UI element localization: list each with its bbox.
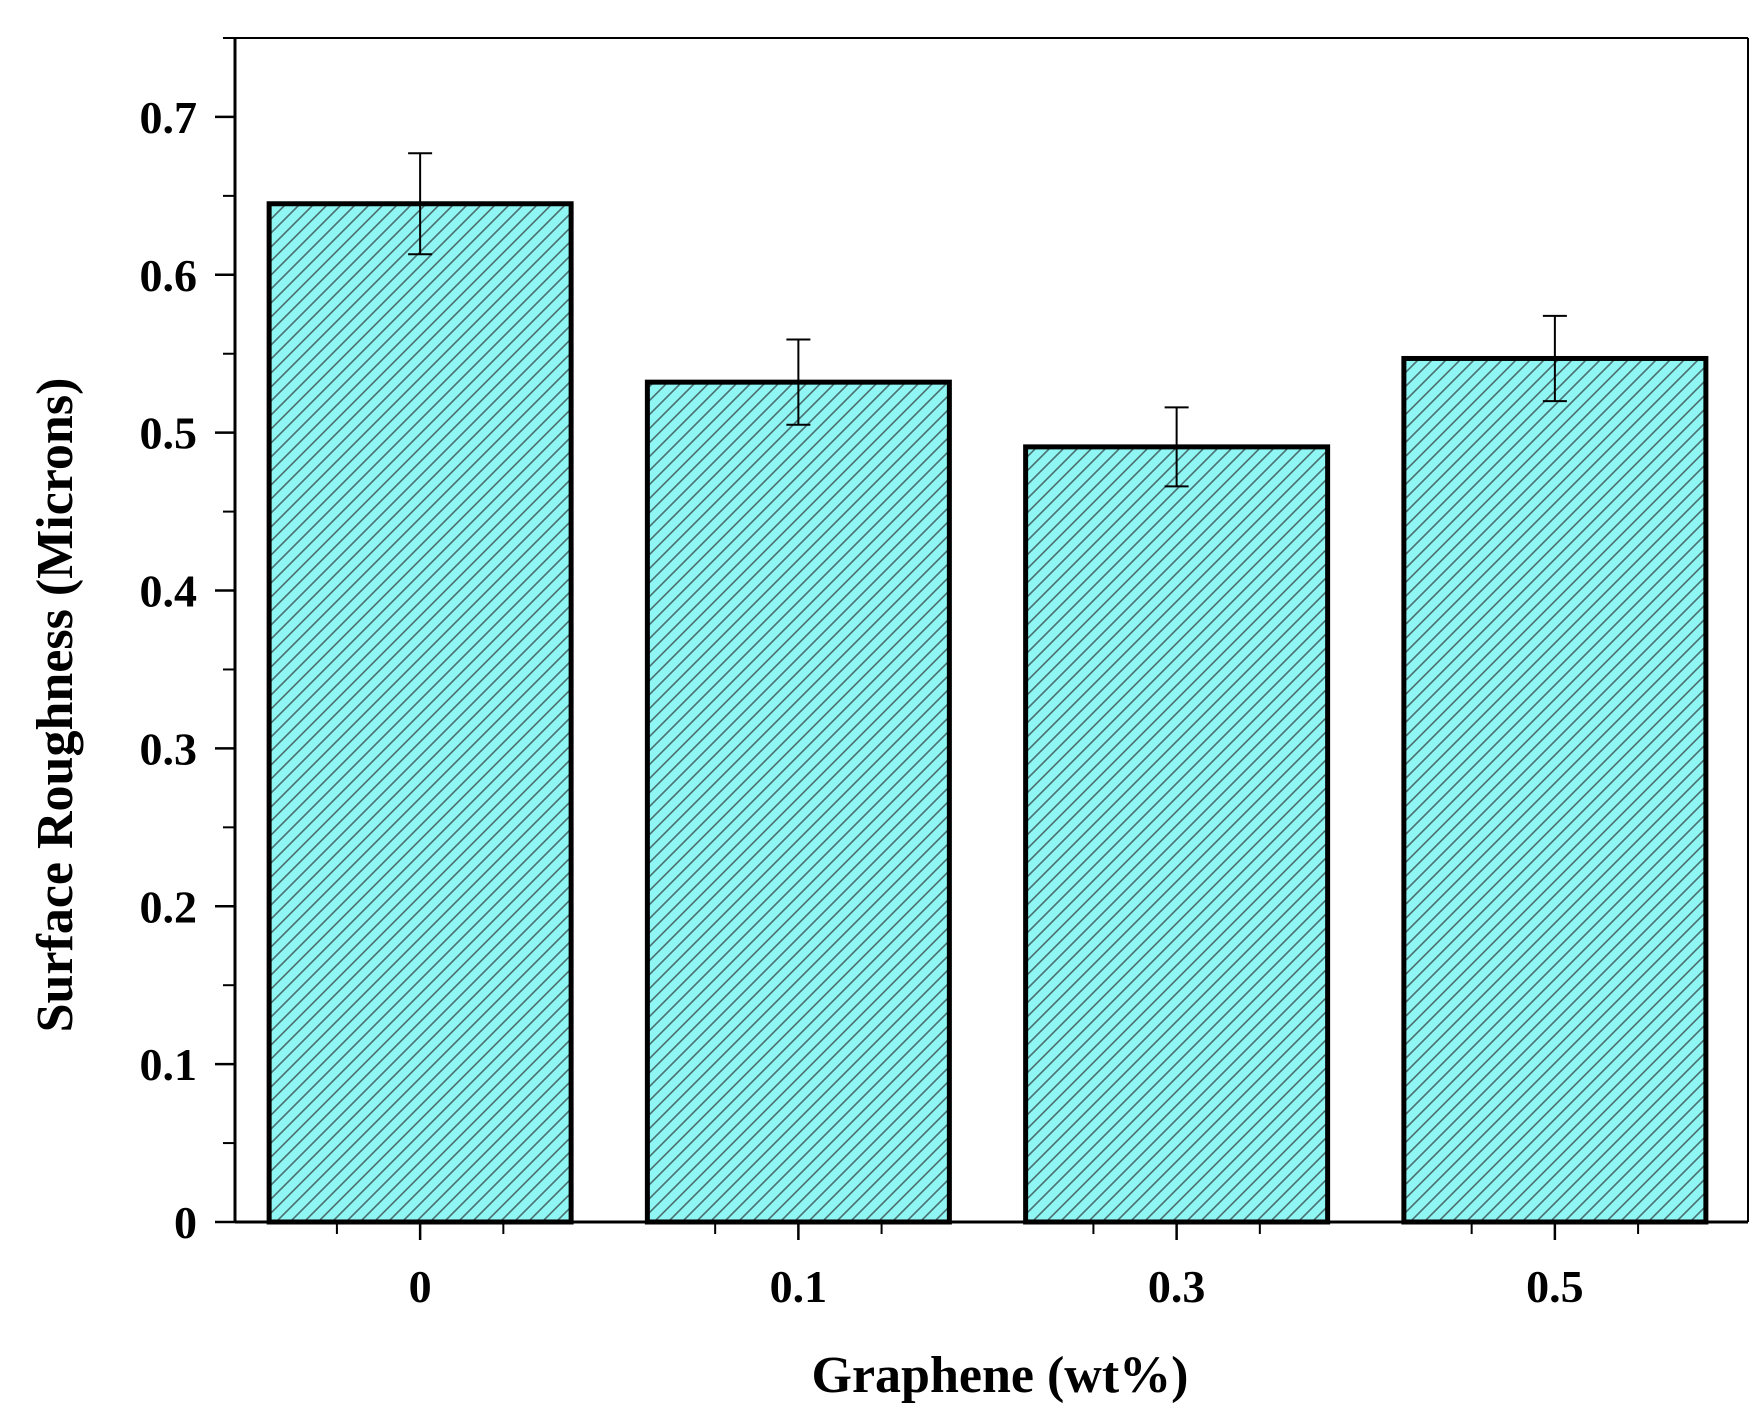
y-tick-label: 0.1 [140, 1039, 198, 1090]
y-axis-title: Surface Roughness (Microns) [27, 378, 84, 1033]
x-tick-label: 0.3 [1148, 1261, 1206, 1312]
ticks [215, 37, 1640, 1240]
x-tick-label: 0 [409, 1261, 432, 1312]
y-tick-label: 0.6 [140, 250, 198, 301]
x-axis-title: Graphene (wt%) [812, 1347, 1189, 1404]
y-tick-label: 0 [174, 1197, 197, 1248]
x-tick-label: 0.1 [770, 1261, 828, 1312]
error-bars [408, 152, 1567, 488]
tick-labels: 0 0.1 0.3 0.5 0 0.1 0.2 0.3 0.4 0.5 0.6 0.7 [140, 92, 1584, 1312]
bar-0 [266, 201, 574, 1225]
y-tick-label: 0.5 [140, 408, 198, 459]
x-tick-label: 0.5 [1526, 1261, 1584, 1312]
bar-0.3 [1023, 444, 1331, 1225]
axes [233, 37, 1749, 1224]
y-tick-label: 0.2 [140, 881, 198, 932]
bars [266, 201, 1709, 1225]
y-tick-label: 0.4 [140, 566, 198, 617]
bar-0.1 [644, 379, 952, 1225]
y-tick-label: 0.7 [140, 92, 198, 143]
bar-0.5 [1401, 355, 1709, 1225]
y-tick-label: 0.3 [140, 723, 198, 774]
